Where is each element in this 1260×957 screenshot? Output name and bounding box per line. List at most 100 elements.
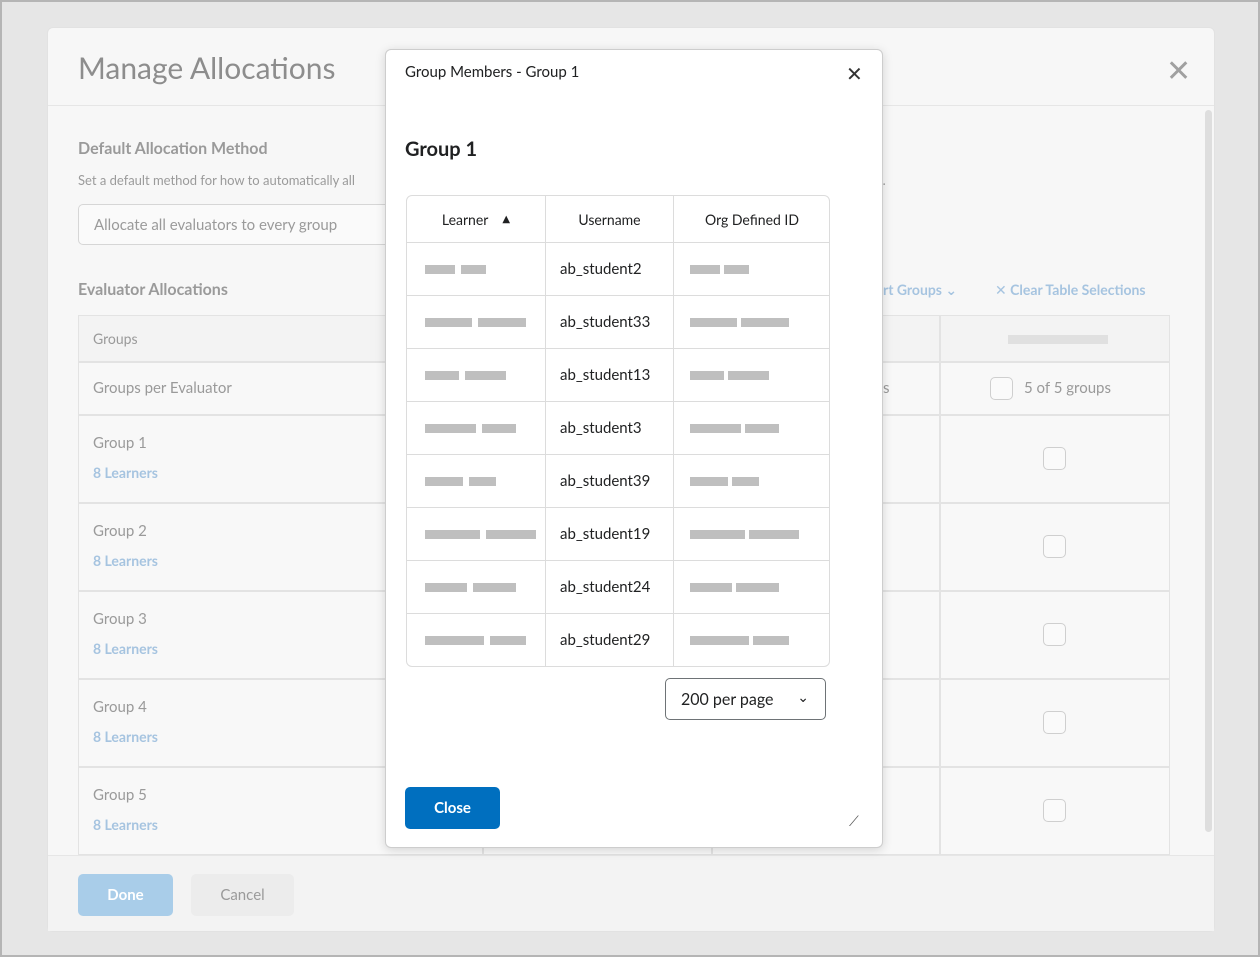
blurred-text (425, 477, 463, 486)
column-header: Groups (93, 330, 138, 347)
username: ab_student29 (560, 631, 651, 649)
column-header[interactable]: Learner ▲ (407, 196, 546, 243)
blurred-text (461, 265, 486, 274)
table-cell: ab_student13 (545, 348, 674, 402)
blurred-text (425, 530, 480, 539)
blurred-text (425, 318, 472, 327)
method-select[interactable]: Allocate all evaluators to every group (78, 204, 408, 245)
blurred-text (753, 636, 789, 645)
learners-link[interactable]: 8 Learners (93, 640, 158, 657)
heading: Evaluator Allocations (78, 280, 228, 299)
blurred-text (469, 477, 496, 486)
group-heading: Group 1 (405, 137, 478, 161)
table-cell (940, 362, 1170, 415)
learners-link[interactable]: 8 Learners (93, 464, 158, 481)
blurred-text (690, 530, 745, 539)
dialog-title: Group Members - Group 1 (405, 63, 580, 81)
table-cell (407, 295, 546, 349)
blurred-text (425, 265, 455, 274)
column-header: Org Defined ID (673, 196, 829, 243)
page-size: 200 per page (681, 690, 774, 709)
group-name: Group 3 (93, 610, 147, 628)
blurred-text (486, 530, 536, 539)
close-button[interactable]: Close (405, 787, 500, 829)
table-cell: ab_student39 (545, 454, 674, 508)
cancel-button[interactable]: Cancel (191, 874, 294, 916)
username: ab_student33 (560, 313, 651, 331)
table-cell (673, 295, 829, 349)
group-name: Group 1 (93, 434, 147, 452)
column-header: Username (545, 196, 674, 243)
table-cell (407, 401, 546, 455)
row-label: Groups per Evaluator (93, 379, 232, 397)
table-cell (673, 454, 829, 508)
header-label: Org Defined ID (705, 210, 799, 228)
blurred-text (690, 371, 724, 380)
blurred-text (490, 636, 526, 645)
blurred-text (741, 318, 789, 327)
sort-icon: ▲ (502, 213, 511, 225)
blurred-text (465, 371, 506, 380)
heading: Default Allocation Method (78, 139, 268, 158)
table-cell (407, 242, 546, 296)
table-cell (673, 242, 829, 296)
table-cell (407, 613, 546, 666)
page-size-select[interactable]: 200 per page ⌄ (665, 678, 826, 720)
row-fragment: s (883, 379, 890, 397)
close-icon[interactable]: ✕ (1166, 52, 1192, 88)
learners-link[interactable]: 8 Learners (93, 552, 158, 569)
group-members-dialog: Group Members - Group 1 ✕ Group 1 Learne… (385, 49, 883, 848)
table-cell (407, 348, 546, 402)
checkbox[interactable] (1043, 623, 1066, 646)
blurred-text (736, 583, 779, 592)
username: ab_student39 (560, 472, 651, 490)
table-cell: ab_student2 (545, 242, 674, 296)
learners-link[interactable]: 8 Learners (93, 728, 158, 745)
table-cell (673, 507, 829, 561)
checkbox[interactable] (1043, 535, 1066, 558)
blurred-text (425, 636, 484, 645)
table-cell (673, 348, 829, 402)
table-cell (407, 507, 546, 561)
done-button[interactable]: Done (78, 874, 173, 916)
username: ab_student19 (560, 525, 651, 543)
blurred-text (745, 424, 779, 433)
description: Set a default method for how to automati… (78, 172, 355, 188)
clear-label: Clear Table Selections (1010, 281, 1146, 298)
group-name: Group 2 (93, 522, 147, 540)
table-cell (673, 401, 829, 455)
group-name: Group 5 (93, 786, 147, 804)
username: ab_student24 (560, 578, 651, 596)
checkbox[interactable] (990, 377, 1013, 400)
blurred-text (690, 477, 728, 486)
header-label: Learner (441, 210, 489, 228)
group-name: Group 4 (93, 698, 147, 716)
username: ab_student3 (560, 419, 642, 437)
blurred-text (425, 424, 476, 433)
learners-link[interactable]: 8 Learners (93, 816, 158, 833)
clear-selections[interactable]: ✕ Clear Table Selections (995, 281, 1146, 298)
blurred-name (1008, 335, 1108, 344)
blurred-text (690, 583, 732, 592)
table-cell: ab_student24 (545, 560, 674, 614)
checkbox[interactable] (1043, 799, 1066, 822)
table-cell (407, 560, 546, 614)
checkbox[interactable] (1043, 711, 1066, 734)
table-cell: ab_student3 (545, 401, 674, 455)
sort-groups[interactable]: rt Groups ⌄ (883, 281, 958, 298)
members-table: Learner ▲ Username Org Defined ID ab_student… (406, 195, 830, 667)
table-cell (407, 454, 546, 508)
header-label: Username (578, 210, 641, 228)
checkbox[interactable] (1043, 447, 1066, 470)
blurred-text (690, 424, 741, 433)
close-icon[interactable]: ✕ (846, 62, 863, 86)
table-cell: ab_student29 (545, 613, 674, 666)
resize-handle: ⟋ (849, 812, 859, 829)
table-cell: ab_student19 (545, 507, 674, 561)
table-cell (940, 591, 1170, 679)
blurred-text (425, 371, 459, 380)
sort-label: rt Groups (883, 281, 942, 298)
blurred-text (473, 583, 516, 592)
username: ab_student2 (560, 260, 642, 278)
